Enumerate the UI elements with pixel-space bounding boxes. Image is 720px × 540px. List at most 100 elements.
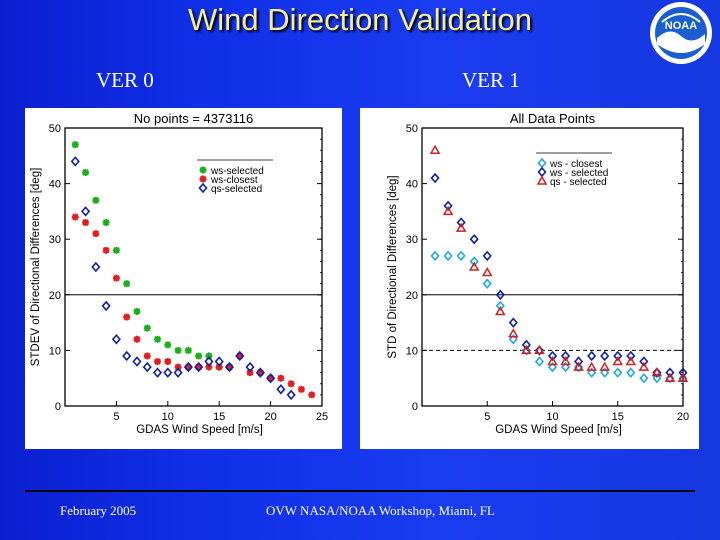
data-point bbox=[143, 352, 151, 360]
data-point bbox=[626, 350, 636, 362]
data-point bbox=[204, 356, 214, 367]
y-tick-label: 40 bbox=[49, 179, 61, 191]
chart-ver0: No points = 4373116 0 10 20 30 40 50 5 10 15 20 25 G… bbox=[25, 108, 342, 449]
data-point bbox=[639, 356, 649, 367]
data-point bbox=[154, 358, 162, 366]
y-tick-label: 10 bbox=[406, 345, 418, 357]
data-point bbox=[111, 334, 121, 345]
data-point bbox=[482, 278, 492, 289]
x-axis-label: GDAS Wind Speed [m/s] bbox=[136, 424, 263, 436]
legend-label: qs - selected bbox=[550, 177, 607, 188]
data-point bbox=[266, 372, 276, 384]
data-point bbox=[574, 356, 584, 367]
data-point bbox=[277, 374, 285, 382]
data-point bbox=[443, 200, 453, 212]
data-point bbox=[455, 222, 467, 232]
data-point bbox=[521, 339, 531, 351]
data-point bbox=[246, 369, 254, 377]
data-point bbox=[123, 280, 131, 288]
series-ws-selected bbox=[430, 172, 688, 378]
data-point bbox=[112, 274, 120, 282]
data-point bbox=[468, 261, 480, 271]
data-point bbox=[286, 389, 296, 401]
data-point bbox=[456, 250, 466, 262]
data-point bbox=[267, 374, 275, 382]
y-tick-label: 50 bbox=[49, 123, 61, 135]
legend-label: ws - selected bbox=[549, 168, 608, 179]
legend-marker bbox=[537, 166, 547, 178]
data-point bbox=[164, 341, 172, 349]
data-point bbox=[154, 335, 162, 343]
data-point bbox=[308, 391, 316, 399]
data-point bbox=[173, 367, 183, 378]
data-point bbox=[174, 363, 182, 371]
data-point bbox=[184, 346, 192, 354]
y-tick-label: 40 bbox=[406, 179, 418, 191]
y-tick-label: 10 bbox=[49, 345, 61, 357]
series-qs-selected bbox=[429, 144, 689, 382]
data-point bbox=[152, 367, 163, 378]
legend-marker bbox=[199, 166, 207, 174]
y-tick-label: 30 bbox=[49, 234, 61, 246]
data-point bbox=[102, 219, 110, 227]
data-point bbox=[443, 250, 453, 262]
data-point bbox=[600, 367, 610, 378]
data-point bbox=[456, 217, 466, 228]
ver0-label: VER 0 bbox=[96, 68, 154, 92]
data-point bbox=[245, 361, 255, 373]
data-point bbox=[638, 361, 650, 371]
data-point bbox=[122, 350, 132, 362]
data-point bbox=[547, 350, 558, 362]
data-point bbox=[184, 363, 192, 371]
data-point bbox=[482, 250, 492, 262]
x-tick-label: 10 bbox=[162, 411, 174, 423]
data-point bbox=[469, 256, 479, 267]
x-tick-label: 5 bbox=[484, 411, 490, 423]
x-tick-label: 15 bbox=[213, 411, 225, 423]
data-point bbox=[71, 141, 79, 149]
data-point bbox=[163, 367, 173, 378]
plot-frame bbox=[64, 127, 323, 407]
data-point bbox=[469, 233, 479, 245]
data-point bbox=[547, 361, 558, 373]
data-point bbox=[174, 346, 182, 354]
data-point bbox=[430, 250, 440, 262]
data-point bbox=[586, 361, 597, 371]
y-tick-label: 0 bbox=[412, 401, 418, 413]
data-point bbox=[587, 350, 597, 362]
noaa-logo: NOAA bbox=[648, 0, 714, 66]
data-point bbox=[183, 361, 193, 373]
legend-marker bbox=[198, 182, 208, 194]
data-point bbox=[133, 307, 141, 315]
data-point bbox=[430, 172, 440, 184]
data-point bbox=[560, 361, 571, 373]
x-tick-label: 20 bbox=[677, 411, 689, 423]
logo-text: NOAA bbox=[665, 20, 697, 32]
series-ws-selected bbox=[71, 141, 233, 371]
data-point bbox=[547, 356, 558, 366]
data-point bbox=[508, 317, 518, 328]
data-point bbox=[102, 246, 110, 254]
data-point bbox=[508, 328, 519, 338]
slide-title: Wind Direction Validation bbox=[187, 2, 533, 37]
data-point bbox=[481, 267, 493, 277]
legend-marker bbox=[536, 175, 548, 185]
chart-ver1-svg: All Data Points 0 10 20 30 40 50 5 10 15 20 GDAS Wi… bbox=[387, 111, 689, 436]
data-point bbox=[70, 156, 80, 167]
data-point bbox=[235, 350, 245, 362]
data-point bbox=[429, 144, 441, 154]
data-point bbox=[613, 350, 623, 362]
footer-date: February 2005 bbox=[60, 503, 137, 518]
legend-label: ws-closest bbox=[210, 175, 258, 186]
data-point bbox=[560, 356, 571, 366]
ver1-label: VER 1 bbox=[462, 68, 520, 92]
x-tick-label: 10 bbox=[546, 411, 558, 423]
legend-marker bbox=[199, 175, 207, 183]
series-ws-closest bbox=[71, 213, 316, 399]
data-point bbox=[495, 289, 505, 301]
x-tick-label: 25 bbox=[316, 411, 328, 423]
data-point bbox=[91, 261, 101, 273]
data-point bbox=[599, 361, 610, 371]
